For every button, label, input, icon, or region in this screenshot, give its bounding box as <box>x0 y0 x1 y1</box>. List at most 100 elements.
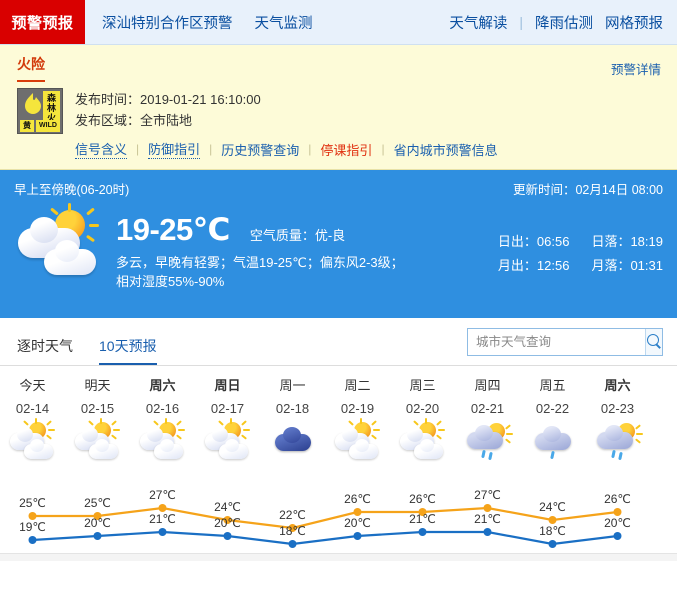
forecast-day-label: 周三 <box>390 366 455 394</box>
cloud-icon <box>24 444 53 459</box>
warning-text-block: 发布时间：2019-01-21 16:10:00 发布区域：全市陆地 信号含义 … <box>63 88 498 159</box>
sun-ray-icon <box>505 424 511 429</box>
forecast-column[interactable] <box>455 420 520 475</box>
forecast-column[interactable]: 明天 <box>65 366 130 394</box>
low-temp-label: 20℃ <box>214 516 241 530</box>
nav-item-rain-estimate[interactable]: 降雨估测 <box>535 12 593 33</box>
forecast-column[interactable]: 02-17 <box>195 394 260 416</box>
forecast-column[interactable]: 周一 <box>260 366 325 394</box>
sunset-label: 日落：18:19 <box>591 230 663 254</box>
forecast-column[interactable] <box>325 420 390 475</box>
warning-area: 发布区域：全市陆地 <box>75 110 498 131</box>
warning-links-row: 信号含义 | 防御指引 | 历史预警查询 | 停课指引 | 省内城市预警信息 <box>75 139 498 159</box>
nav-separator: | <box>519 14 523 30</box>
sun-ray-icon <box>111 420 117 426</box>
forecast-date-label: 02-16 <box>130 394 195 416</box>
temperature-point <box>354 532 362 540</box>
forecast-day-label: 今天 <box>0 366 65 394</box>
forecast-column[interactable] <box>260 420 325 475</box>
forecast-column[interactable] <box>130 420 195 475</box>
forecast-column[interactable]: 02-14 <box>0 394 65 416</box>
forecast-day-label: 周六 <box>130 366 195 394</box>
tab-10-day-forecast[interactable]: 10天预报 <box>99 318 157 365</box>
sun-ray-icon <box>111 434 117 439</box>
forecast-column[interactable]: 02-21 <box>455 394 520 416</box>
forecast-column[interactable]: 02-18 <box>260 394 325 416</box>
forecast-date-row: 02-1402-1502-1602-1702-1802-1902-2002-21… <box>0 394 650 416</box>
forecast-column[interactable]: 周日 <box>195 366 260 394</box>
sun-ray-icon <box>153 420 159 426</box>
cloud-rain-icon <box>527 420 579 466</box>
warning-link-history-query[interactable]: 历史预警查询 <box>221 140 299 159</box>
search-input[interactable] <box>468 329 645 355</box>
high-temp-label: 26℃ <box>604 492 631 506</box>
warning-link-defense-guide[interactable]: 防御指引 <box>148 139 200 159</box>
sun-ray-icon <box>48 429 55 431</box>
nav-left-group: 深汕特别合作区预警 天气监测 <box>85 0 313 44</box>
low-temp-label: 20℃ <box>344 516 371 530</box>
forecast-column[interactable]: 02-16 <box>130 394 195 416</box>
forecast-column[interactable]: 周五 <box>520 366 585 394</box>
sun-ray-icon <box>371 434 377 439</box>
forecast-date-label: 02-19 <box>325 394 390 416</box>
warning-link-signal-meaning[interactable]: 信号含义 <box>75 139 127 159</box>
forecast-column[interactable] <box>65 420 130 475</box>
forecast-date-label: 02-20 <box>390 394 455 416</box>
sun-ray-icon <box>348 420 354 426</box>
high-temp-label: 25℃ <box>19 496 46 510</box>
temperature-line <box>33 508 618 528</box>
forecast-column[interactable]: 今天 <box>0 366 65 394</box>
nav-item-grid-forecast[interactable]: 网格预报 <box>605 12 663 33</box>
nav-item-shenshan[interactable]: 深汕特别合作区预警 <box>102 12 233 33</box>
warning-tab-fire-risk[interactable]: 火险 <box>17 54 45 82</box>
forecast-column[interactable]: 02-19 <box>325 394 390 416</box>
temperature-point <box>419 528 427 536</box>
raindrop-icon <box>481 450 485 458</box>
cloud-icon <box>219 444 248 459</box>
high-temp-label: 27℃ <box>474 488 501 502</box>
nav-tab-active[interactable]: 预警预报 <box>0 0 85 44</box>
footer-strip <box>0 553 677 561</box>
forest-fire-warning-icon: 森林火险 黄 WILD FIRE <box>17 88 63 134</box>
sun-ray-icon <box>46 434 52 439</box>
warning-link-class-suspension[interactable]: 停课指引 <box>320 140 372 159</box>
low-temp-label: 21℃ <box>149 512 176 526</box>
forecast-column[interactable]: 周三 <box>390 366 455 394</box>
moonset-label: 月落：01:31 <box>591 254 663 278</box>
forecast-column[interactable]: 02-23 <box>585 394 650 416</box>
forecast-column[interactable] <box>195 420 260 475</box>
sun-ray-icon <box>100 418 102 424</box>
high-temp-label: 25℃ <box>84 496 111 510</box>
sun-ray-icon <box>413 420 419 426</box>
low-temp-label: 21℃ <box>474 512 501 526</box>
forecast-date-label: 02-22 <box>520 394 585 416</box>
forecast-column[interactable]: 周六 <box>130 366 195 394</box>
forecast-column[interactable] <box>390 420 455 475</box>
forecast-column[interactable] <box>0 420 65 475</box>
forecast-tabs-bar: 逐时天气 10天预报 <box>0 318 677 366</box>
nav-item-weather-monitor[interactable]: 天气监测 <box>255 12 313 33</box>
sun-ray-icon <box>218 420 224 426</box>
sun-ray-icon <box>35 418 37 424</box>
sun-behind-cloud-icon <box>14 204 106 284</box>
warning-link-separator: | <box>308 142 311 156</box>
forecast-column[interactable]: 周二 <box>325 366 390 394</box>
forecast-column[interactable]: 02-20 <box>390 394 455 416</box>
forecast-column[interactable]: 周四 <box>455 366 520 394</box>
sun-ray-icon <box>371 420 377 426</box>
tab-hourly-weather[interactable]: 逐时天气 <box>17 318 73 365</box>
temperature-point <box>549 516 557 524</box>
warning-detail-link[interactable]: 预警详情 <box>611 59 661 78</box>
search-button[interactable] <box>645 329 662 355</box>
forecast-column[interactable] <box>585 420 650 475</box>
current-temperature: 19-25℃ <box>116 212 230 248</box>
forecast-column[interactable]: 02-15 <box>65 394 130 416</box>
warning-link-province-info[interactable]: 省内城市预警信息 <box>394 140 498 159</box>
forecast-column[interactable]: 02-22 <box>520 394 585 416</box>
forecast-column[interactable] <box>520 420 585 475</box>
temperature-point <box>289 540 297 548</box>
temperature-point <box>484 504 492 512</box>
forecast-column[interactable]: 周六 <box>585 366 650 394</box>
nav-item-weather-analysis[interactable]: 天气解读 <box>449 12 507 33</box>
sun-ray-icon <box>68 203 71 212</box>
